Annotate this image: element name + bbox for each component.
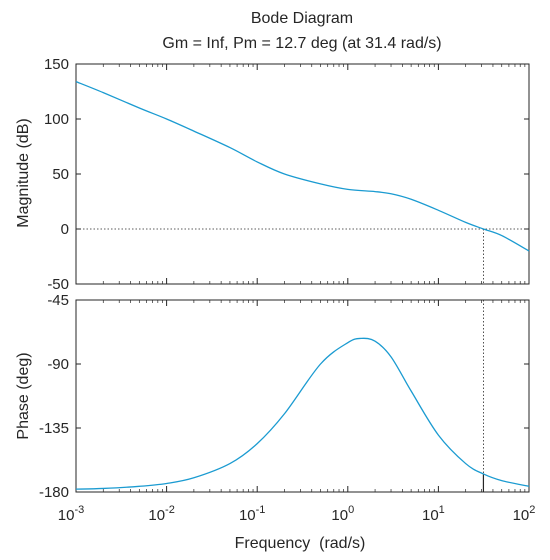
frequency-axis-label: Frequency (rad/s)	[235, 535, 366, 552]
phase-y-tick-label: -45	[47, 292, 69, 309]
magnitude-axes-frame	[76, 64, 529, 284]
magnitude-y-tick-label: 150	[44, 56, 69, 73]
magnitude-series-line	[76, 82, 529, 251]
phase-axes-frame	[76, 300, 529, 492]
chart-title: Bode Diagram	[251, 10, 353, 27]
x-tick-label: 101	[422, 504, 445, 524]
phase-y-tick-label: -135	[39, 420, 69, 437]
magnitude-panel: -50 0 50 100 150	[44, 56, 529, 293]
phase-y-tick-label: -90	[47, 356, 69, 373]
magnitude-y-tick-label: -50	[47, 276, 69, 293]
phase-panel: -180 -135 -90 -45 10-3 10-2 10-1 100 101 102	[39, 292, 535, 524]
magnitude-y-tick-label: 100	[44, 111, 69, 128]
phase-axis-label: Phase (deg)	[15, 352, 32, 439]
x-tick-label: 102	[513, 504, 536, 524]
x-tick-label: 10-2	[148, 504, 174, 524]
magnitude-y-tick-label: 50	[52, 166, 69, 183]
x-tick-label: 10-1	[239, 504, 265, 524]
x-tick-label: 100	[331, 504, 354, 524]
x-tick-label: 10-3	[58, 504, 84, 524]
chart-subtitle: Gm = Inf, Pm = 12.7 deg (at 31.4 rad/s)	[162, 35, 441, 52]
magnitude-axis-label: Magnitude (dB)	[15, 118, 32, 227]
phase-y-tick-label: -180	[39, 484, 69, 501]
magnitude-y-tick-label: 0	[61, 221, 69, 238]
phase-series-line	[76, 338, 529, 489]
